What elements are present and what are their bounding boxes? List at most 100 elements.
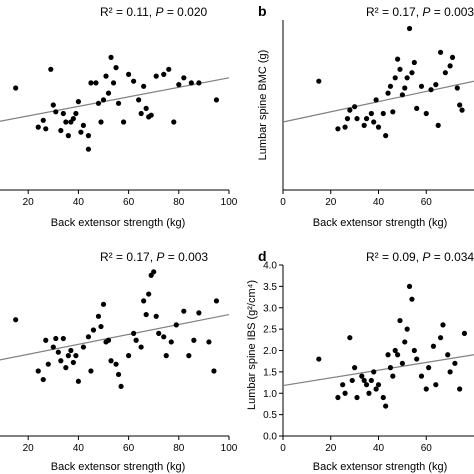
data-point (368, 110, 374, 117)
regression-line (282, 80, 474, 123)
data-point (166, 66, 172, 72)
data-point (316, 356, 322, 362)
data-point (383, 403, 389, 409)
x-tick-label: 20 (23, 197, 35, 208)
data-point (437, 335, 444, 341)
data-point (399, 92, 405, 98)
x-tick-label: 0 (280, 197, 286, 208)
data-point (151, 269, 157, 275)
data-point (437, 49, 444, 55)
data-point (156, 330, 162, 336)
data-point (161, 334, 167, 340)
x-tick-label: 20 (23, 443, 35, 454)
data-point (188, 80, 194, 86)
panel-d-stat: R² = 0.09, P = 0.034 (366, 250, 474, 264)
y-tick-label: 0.5 (263, 410, 277, 421)
x-tick-label: 60 (421, 197, 433, 208)
data-point (100, 97, 107, 103)
data-point (40, 117, 46, 123)
data-point (373, 97, 379, 103)
panel-d-y-axis-title: Lumbar spine IBS (g²/cm⁴) (246, 280, 258, 410)
y-tick-label: 0.0 (263, 432, 277, 443)
data-point (347, 107, 353, 113)
x-tick-label: 100 (221, 443, 238, 454)
data-point (449, 54, 456, 61)
data-point (138, 110, 144, 117)
data-point (85, 133, 92, 139)
data-point (363, 116, 370, 122)
data-point (361, 377, 367, 384)
x-tick-label: 20 (325, 443, 337, 454)
data-point (392, 75, 398, 81)
data-point (361, 122, 367, 128)
data-point (60, 110, 66, 117)
panel-a-x-axis-title: Back extensor strength (kg) (51, 217, 186, 229)
data-point (63, 365, 69, 371)
data-point (397, 317, 403, 324)
panel-b-stat: R² = 0.17, P = 0.003 (366, 5, 474, 19)
panel-d-plot: 0 20 40 60 0.0 0.5 1.0 1.5 2.0 2.5 3.0 3.5 4.0 (263, 261, 474, 454)
data-point (409, 70, 415, 76)
data-point (196, 310, 202, 316)
data-point (85, 146, 92, 152)
data-point (352, 104, 358, 110)
data-point (113, 65, 119, 71)
data-point (452, 360, 458, 366)
data-point (95, 313, 102, 319)
data-point (126, 353, 132, 359)
data-point (133, 337, 139, 343)
data-point (73, 110, 79, 117)
panel-d-letter: d (258, 248, 267, 264)
data-point (173, 322, 179, 328)
data-point (414, 105, 420, 111)
data-point (406, 25, 413, 32)
regression-line (0, 314, 230, 361)
x-tick-label: 60 (421, 443, 433, 454)
x-tick-label: 60 (123, 197, 135, 208)
data-point (395, 56, 401, 62)
data-point (411, 59, 417, 66)
data-point (375, 382, 382, 388)
data-point (423, 110, 429, 117)
data-point (457, 102, 463, 108)
data-point (395, 352, 401, 358)
data-point (418, 83, 425, 89)
data-point (418, 373, 425, 379)
data-point (459, 107, 465, 113)
data-point (60, 335, 66, 342)
data-point (373, 386, 379, 392)
data-point (363, 382, 370, 388)
data-point (461, 330, 468, 336)
data-point (53, 109, 59, 115)
panel-a: R² = 0.11, P = 0.020 20 40 60 80 100 Back ex… (0, 5, 238, 229)
panel-b-x-axis-title: Back extensor strength (kg) (313, 217, 448, 229)
data-point (108, 54, 114, 61)
panel-c-stat: R² = 0.17, P = 0.003 (100, 250, 208, 264)
data-point (13, 85, 19, 91)
data-point (181, 308, 187, 314)
data-point (163, 353, 169, 359)
data-point (98, 119, 104, 125)
data-point (78, 129, 84, 135)
data-point (43, 126, 49, 132)
data-point (414, 356, 420, 362)
data-point (335, 394, 341, 401)
data-point (40, 376, 46, 383)
data-point (402, 339, 408, 345)
data-point (55, 349, 61, 355)
data-point (141, 298, 147, 304)
data-point (105, 337, 112, 343)
data-point (440, 322, 446, 328)
x-tick-label: 20 (325, 197, 337, 208)
data-point (176, 82, 182, 88)
data-point (115, 100, 122, 106)
data-point (103, 73, 109, 79)
panel-d-x-axis-title: Back extensor strength (kg) (313, 461, 448, 473)
data-point (143, 311, 149, 318)
data-point (196, 80, 202, 86)
data-point (371, 369, 377, 375)
data-point (113, 361, 119, 367)
data-point (90, 327, 97, 333)
data-point (75, 378, 81, 384)
data-point (457, 386, 463, 392)
